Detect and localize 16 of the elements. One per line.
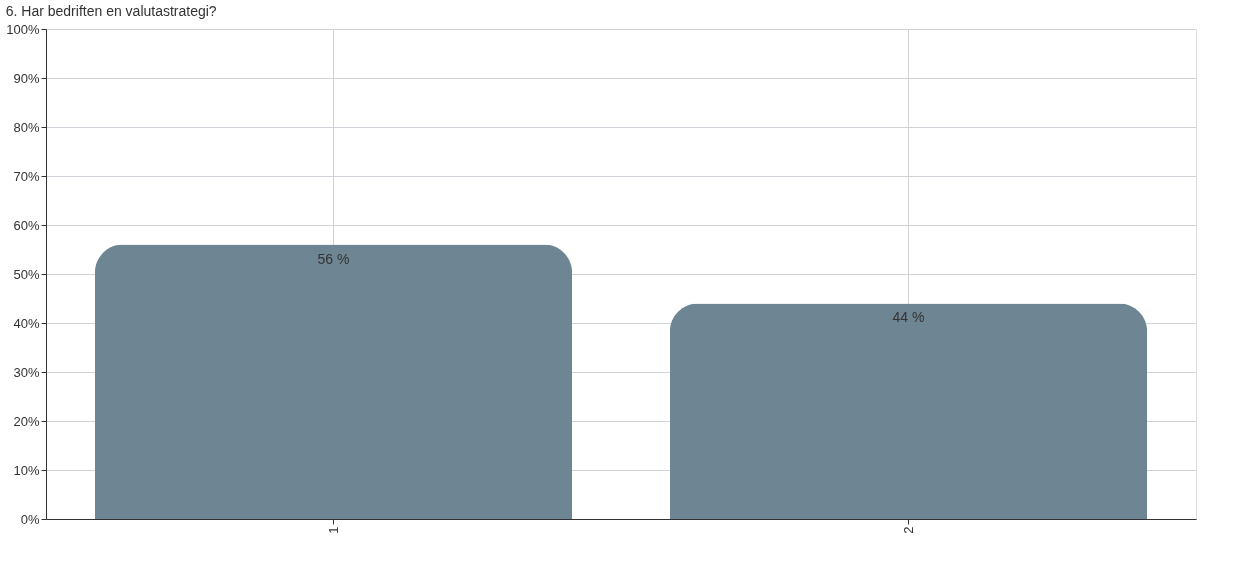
y-tick-label: 100% xyxy=(6,21,40,37)
y-tick-label: 10% xyxy=(13,462,40,478)
data-label: 44 % xyxy=(892,309,925,326)
y-tick-label: 20% xyxy=(13,413,40,429)
y-tick-label: 60% xyxy=(13,217,40,233)
y-tick-label: 80% xyxy=(13,119,40,135)
x-tick-label: 2 xyxy=(900,526,916,534)
y-tick-label: 30% xyxy=(13,364,40,380)
y-tick-label: 50% xyxy=(13,266,40,282)
chart-title: 6. Har bedriften en valutastrategi? xyxy=(5,3,217,19)
y-tick-label: 0% xyxy=(20,511,40,527)
y-tick-label: 70% xyxy=(13,168,40,184)
y-tick-label: 90% xyxy=(13,70,40,86)
x-tick-label: 1 xyxy=(325,526,341,534)
y-tick-label: 40% xyxy=(13,315,40,331)
data-label: 56 % xyxy=(317,250,350,267)
